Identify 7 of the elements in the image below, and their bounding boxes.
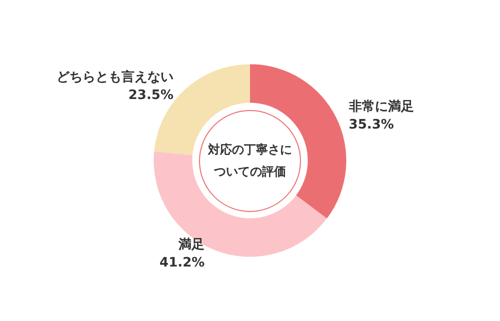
slice-label: 非常に満足 bbox=[348, 99, 414, 114]
slice-label: 満足 bbox=[178, 237, 205, 252]
data-label: 35.3% bbox=[348, 117, 394, 132]
text: 対応の丁寧さについての評価 bbox=[207, 142, 292, 178]
slice-label: どちらとも言えない bbox=[56, 68, 174, 85]
data-label: 23.5% bbox=[128, 88, 174, 103]
data-label: 41.2% bbox=[160, 255, 205, 270]
